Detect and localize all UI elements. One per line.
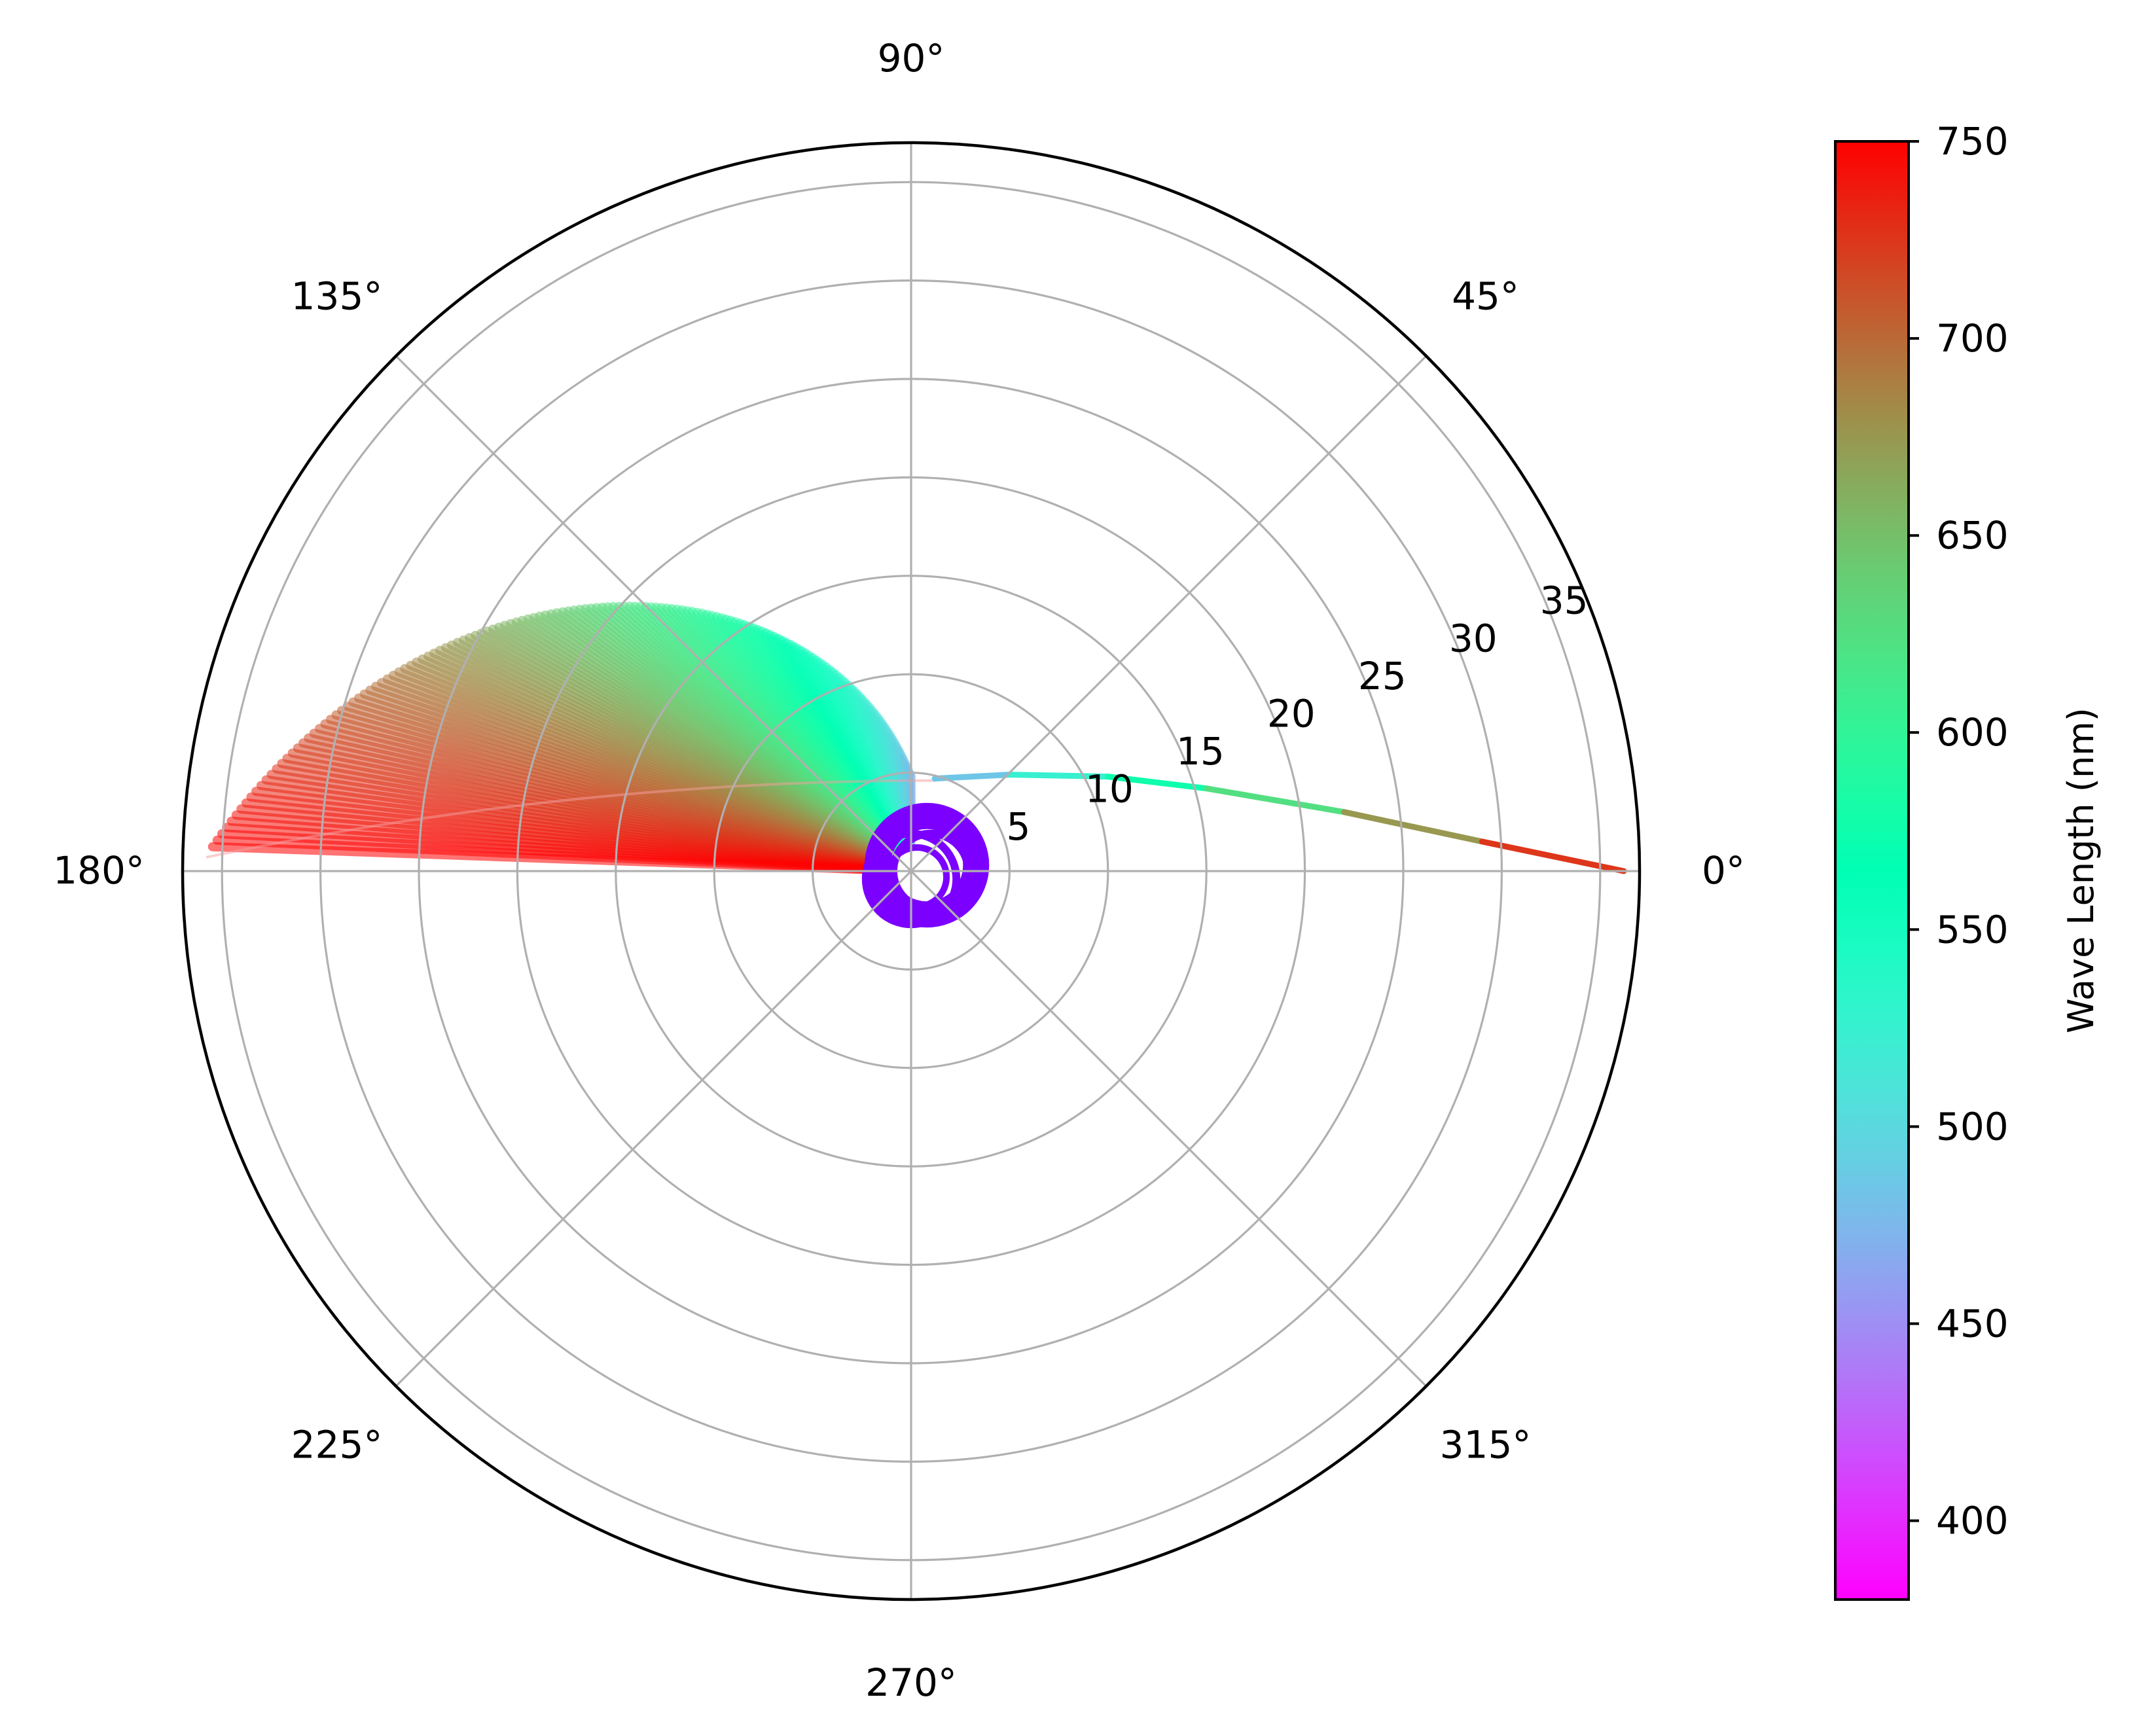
wavelength-rays [206, 601, 935, 875]
curve-point [1203, 785, 1348, 815]
colorbar: 400 450 500 550 600 650 700 750 [1834, 119, 2009, 1601]
violet-loop [864, 802, 990, 928]
curve-point [1341, 809, 1485, 845]
theta-tick-label: 225° [291, 1423, 383, 1467]
r-tick-label: 15 [1176, 729, 1225, 774]
theta-tick-label: 45° [1452, 274, 1519, 319]
curve-point [1006, 772, 1111, 780]
colorbar-tick-label: 400 [1936, 1499, 2009, 1543]
curve-point [1105, 774, 1210, 792]
fan-lower-edge [206, 779, 935, 859]
colorbar-tick-label: 450 [1936, 1302, 2009, 1346]
theta-grid-line [910, 355, 1428, 872]
curve-point [1479, 838, 1627, 874]
wavelength-curve [931, 772, 1627, 874]
r-tick-label: 20 [1267, 691, 1316, 736]
theta-tick-label: 270° [865, 1660, 957, 1705]
r-tick-label: 25 [1358, 654, 1407, 698]
theta-tick-label: 180° [53, 848, 145, 893]
theta-grid-line [395, 870, 912, 1387]
theta-tick-label: 135° [291, 274, 383, 319]
colorbar-tick-label: 700 [1936, 316, 2009, 361]
theta-grid-line [395, 355, 912, 872]
r-tick-labels: 5 10 15 20 25 30 35 [1007, 579, 1589, 849]
polar-grid [183, 143, 1640, 1600]
colorbar-tick-label: 600 [1936, 710, 2009, 755]
r-tick-label: 5 [1007, 804, 1031, 849]
polar-frame [181, 141, 1642, 1601]
r-tick-label: 30 [1449, 616, 1498, 660]
polar-outer-frame [181, 141, 1642, 1601]
r-tick-label: 10 [1085, 767, 1134, 812]
colorbar-tick-label: 650 [1936, 513, 2009, 558]
r-tick-label: 35 [1540, 579, 1589, 623]
colorbar-tick-label: 750 [1936, 119, 2009, 164]
colorbar-tick-label: 550 [1936, 907, 2009, 952]
colorbar-label: Wave Length (nm) [2060, 707, 2102, 1033]
theta-tick-label: 0° [1702, 848, 1745, 893]
violet-inner-loop [884, 844, 950, 910]
wavelength-ray [207, 842, 886, 875]
curve-point [931, 772, 1013, 782]
colorbar-tick-label: 500 [1936, 1104, 2009, 1149]
theta-tick-label: 315° [1440, 1423, 1532, 1467]
theta-tick-label: 90° [878, 36, 945, 80]
colorbar-gradient [1834, 140, 1910, 1601]
theta-grid-line [910, 870, 1428, 1387]
theta-tick-labels: 0° 45° 90° 135° 180° 225° 270° 315° [53, 36, 1745, 1705]
